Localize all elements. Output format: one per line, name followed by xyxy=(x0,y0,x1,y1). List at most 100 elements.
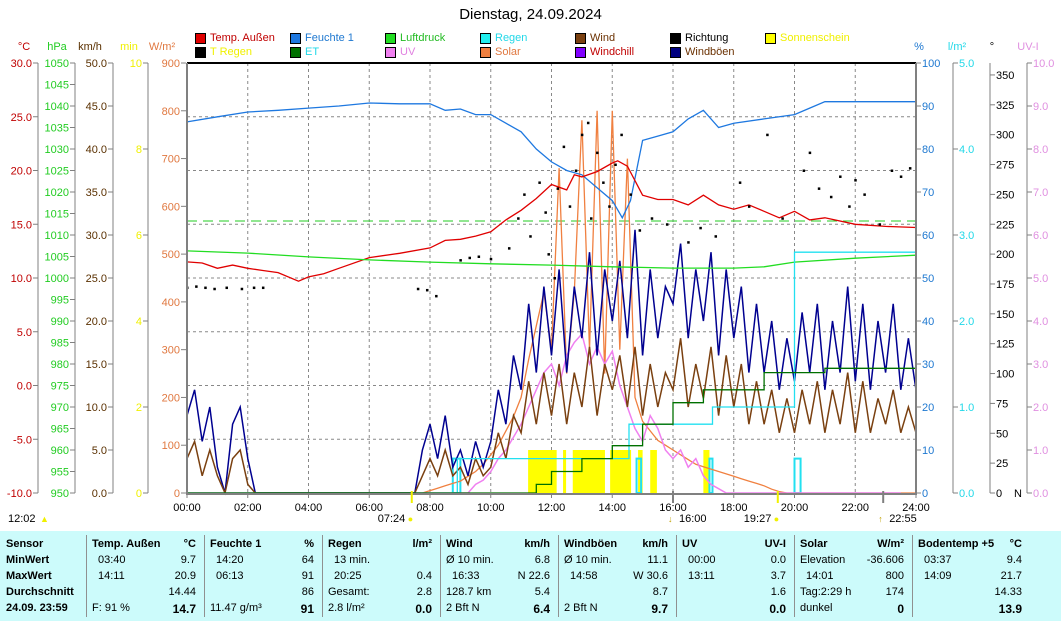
axis-tick-label-temp: -10.0 xyxy=(7,488,32,500)
cell-value: N 22.6 xyxy=(517,570,550,582)
cell-value: 3.7 xyxy=(770,570,786,582)
legend-label: Feuchte 1 xyxy=(305,32,354,44)
wind-direction-dot xyxy=(863,193,866,196)
wind-direction-dot xyxy=(568,205,572,208)
axis-tick-label-rain: 0.0 xyxy=(959,488,974,500)
cell-value: 1.6 xyxy=(770,586,786,598)
legend: Temp. Außen Feuchte 1 Luftdruck Regen Wind Ri… xyxy=(195,32,875,62)
wind-direction-dot xyxy=(766,133,769,137)
wind-direction-dot xyxy=(240,287,244,291)
axis-tick-label-solar: 600 xyxy=(162,201,180,213)
cell-label: 06:13 xyxy=(216,570,244,582)
axis-tick-label-hum: 10 xyxy=(922,445,934,457)
column-header: Windböen xyxy=(564,538,618,550)
legend-label: T Regen xyxy=(210,46,252,58)
axis-tick-label-uv: 8.0 xyxy=(1033,144,1048,156)
cell-label: Gesamt: xyxy=(328,586,370,598)
axis-tick-label-press: 950 xyxy=(51,488,69,500)
wind-direction-dot xyxy=(580,133,584,137)
series-et xyxy=(187,367,916,494)
x-tick-label: 04:00 xyxy=(295,502,323,514)
axis-tick-label-dir: 75 xyxy=(996,398,1008,410)
cell-value: 0 xyxy=(897,602,904,616)
axis-tick-label-press: 1030 xyxy=(45,144,69,156)
axis-tick-label-press: 1005 xyxy=(45,252,69,264)
axis-tick-label-dir: 0 xyxy=(996,488,1002,500)
wind-direction-dot xyxy=(738,181,742,184)
wind-direction-dot xyxy=(425,288,429,292)
wind-direction-dot xyxy=(890,169,894,172)
legend-swatch xyxy=(290,46,301,58)
cell-label: 14:20 xyxy=(216,554,244,566)
cell-label: 16:33 xyxy=(452,570,480,582)
cell-value: 0.4 xyxy=(416,570,432,582)
axis-tick-label-press: 1025 xyxy=(45,166,69,178)
cell-value: 174 xyxy=(885,586,904,598)
axis-tick-label-temp: 25.0 xyxy=(11,112,32,124)
cell-label: 2 Bft N xyxy=(446,602,480,614)
astro-time-label: 12:02 xyxy=(8,513,36,525)
row-label: MaxWert xyxy=(6,570,52,582)
x-tick-label: 08:00 xyxy=(416,502,444,514)
legend-label: Solar xyxy=(495,46,521,58)
cell-label: 00:00 xyxy=(688,554,716,566)
axis-tick-label-hum: 0 xyxy=(922,488,928,500)
cell-value: 6.4 xyxy=(533,602,550,616)
axis-tick-label-dir: 25 xyxy=(996,458,1008,470)
column-unit: km/h xyxy=(642,538,668,550)
column-header: Regen xyxy=(328,538,362,550)
wind-direction-dot xyxy=(547,253,550,256)
legend-item: UV xyxy=(385,46,415,58)
moon-phase-arrow-icon: ↑ xyxy=(878,514,883,524)
column-header: Solar xyxy=(800,538,828,550)
axis-tick-label-solar: 100 xyxy=(162,440,180,452)
axis-tick-label-solar: 900 xyxy=(162,58,180,70)
axis-tick-label-wind: 50.0 xyxy=(86,58,107,70)
cell-label: 14:09 xyxy=(924,570,952,582)
wind-direction-dot xyxy=(556,187,560,190)
axis-tick-label-dir: 150 xyxy=(996,309,1014,321)
axis-tick-label-wind: 15.0 xyxy=(86,359,107,371)
axis-tick-label-uv: 10.0 xyxy=(1033,58,1054,70)
axis-tick-label-solar: 0 xyxy=(174,488,180,500)
cell-value: 9.7 xyxy=(180,554,196,566)
legend-swatch xyxy=(385,46,396,58)
wind-direction-dot xyxy=(459,259,462,262)
axis-tick-label-uv: 7.0 xyxy=(1033,187,1048,199)
legend-item: Windchill xyxy=(575,46,634,58)
cell-label: Tag:2:29 h xyxy=(800,586,852,598)
wind-direction-dot xyxy=(687,241,690,244)
axis-tick-label-press: 960 xyxy=(51,445,69,457)
wind-direction-dot xyxy=(817,187,821,190)
axis-tick-label-uv: 4.0 xyxy=(1033,316,1048,328)
axis-tick-label-wind: 30.0 xyxy=(86,230,107,242)
legend-swatch xyxy=(195,46,206,58)
wind-direction-dot xyxy=(665,223,669,226)
axis-tick-label-wind: 20.0 xyxy=(86,316,107,328)
weather-chart: °C-10.0-5.00.05.010.015.020.025.030.0hPa… xyxy=(7,41,1055,525)
x-tick-label: 22:00 xyxy=(841,502,869,514)
wind-direction-dot xyxy=(252,286,256,290)
axis-tick-label-dir: 325 xyxy=(996,100,1014,112)
sunshine-bar xyxy=(610,450,632,493)
cell-label: 20:25 xyxy=(334,570,362,582)
axis-tick-label-press: 1020 xyxy=(45,187,69,199)
row-label: 24.09. 23:59 xyxy=(6,602,68,614)
axis-tick-label-sun: 8 xyxy=(136,144,142,156)
legend-item: Richtung xyxy=(670,32,728,44)
cell-value: 21.7 xyxy=(1000,570,1022,582)
column-unit: W/m² xyxy=(877,538,904,550)
column-header: Feuchte 1 xyxy=(210,538,262,550)
axis-tick-label-press: 1000 xyxy=(45,273,69,285)
wind-direction-dot xyxy=(614,163,617,167)
axis-tick-label-press: 985 xyxy=(51,338,69,350)
moon-icon: ▲ xyxy=(40,514,49,524)
axis-tick-label-press: 980 xyxy=(51,359,69,371)
axis-tick-label-temp: 0.0 xyxy=(17,381,32,393)
axis-tick-label-hum: 50 xyxy=(922,273,934,285)
axis-tick-label-dir: 100 xyxy=(996,369,1014,381)
wind-direction-dot xyxy=(908,167,912,170)
series-luftdruck xyxy=(186,250,917,269)
legend-swatch xyxy=(575,32,586,44)
axis-tick-label-sun: 0 xyxy=(136,488,142,500)
